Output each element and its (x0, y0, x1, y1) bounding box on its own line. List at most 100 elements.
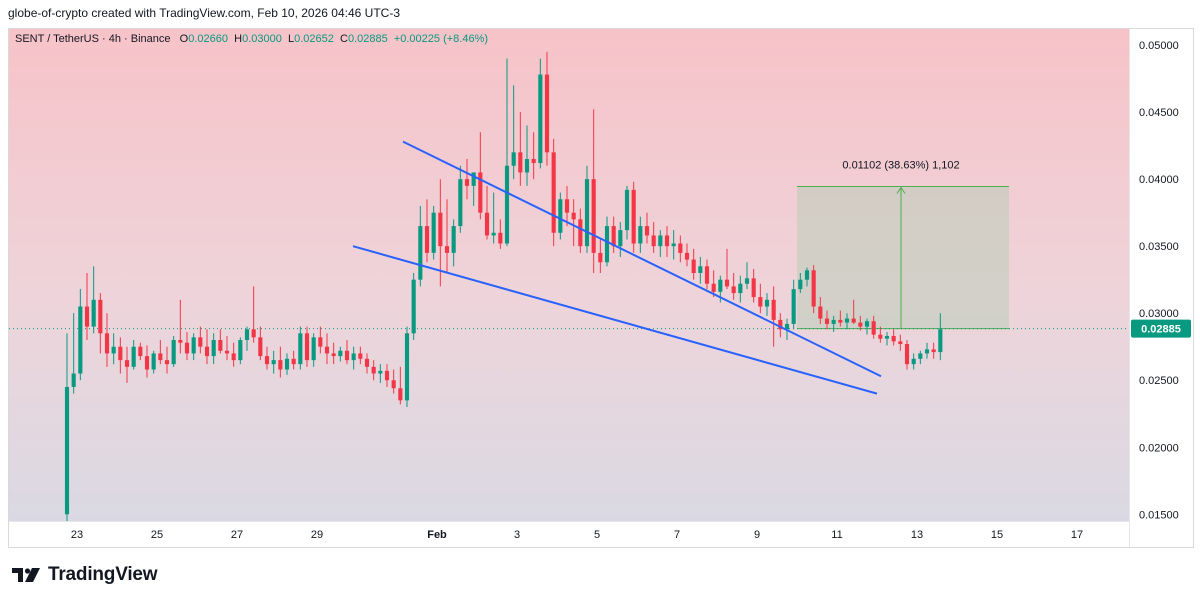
candle-body (638, 226, 643, 244)
candle-body (218, 340, 223, 351)
candle-body (538, 74, 543, 164)
candle-body (84, 306, 90, 327)
candle-body (504, 165, 510, 244)
time-tick-label: 13 (911, 529, 923, 541)
trendline-lower (352, 245, 878, 395)
candle-body (151, 353, 156, 370)
candle-body (338, 350, 343, 357)
candle-body (491, 232, 496, 236)
candle-body (411, 279, 416, 334)
candlestick-chart[interactable]: 0.01102 (38.63%) 1,102 0.05000 0.04500 0.04… (9, 29, 1193, 547)
candle-body (624, 189, 630, 231)
candle-body (224, 350, 230, 354)
candle-body (551, 152, 556, 233)
price-tick-label: 0.04000 (1139, 174, 1179, 186)
candle-body (691, 259, 696, 273)
candle-body (891, 335, 896, 342)
candle-body (724, 279, 730, 287)
price-scale[interactable] (1129, 29, 1193, 547)
candle-body (738, 283, 743, 294)
candle-body (778, 319, 783, 330)
candle-body (364, 358, 370, 367)
low-label: L (287, 33, 295, 45)
candle-body (78, 306, 83, 374)
high-label: H (234, 33, 243, 45)
candle-body (684, 252, 690, 260)
candle-body (464, 179, 470, 186)
candle-body (884, 335, 890, 339)
candle-body (191, 337, 196, 354)
candle-body (718, 279, 723, 292)
time-tick-label: 17 (1071, 529, 1083, 541)
candle-body (471, 172, 476, 186)
candle-body (924, 349, 930, 354)
candle-body (444, 246, 450, 253)
candle-body (564, 199, 570, 213)
candle-body (758, 297, 763, 307)
target-arrow-head (896, 186, 906, 194)
price-tick-label: 0.05000 (1139, 40, 1179, 52)
open-value: 0.02660 (188, 33, 228, 45)
candle-body (851, 318, 856, 323)
candle-body (458, 179, 463, 227)
low-value: 0.02652 (294, 33, 334, 45)
chart-container[interactable]: 0.01102 (38.63%) 1,102 0.05000 0.04500 0.04… (8, 28, 1194, 548)
candle-body (498, 232, 503, 244)
candle-body (258, 337, 263, 357)
candle-body (351, 353, 356, 361)
trendline-upper (402, 140, 882, 378)
open-label: O (179, 33, 189, 45)
candle-body (751, 278, 756, 298)
candle-body (478, 172, 483, 213)
close-label: C (339, 33, 348, 45)
candle-body (744, 278, 750, 284)
symbol-name[interactable]: SENT / TetherUS · 4h · Binance (15, 33, 171, 45)
candle-body (604, 226, 610, 263)
candle-body (344, 350, 350, 361)
candle-body (584, 179, 590, 247)
candle-body (304, 333, 310, 361)
candle-body (358, 353, 363, 359)
candle-body (558, 199, 563, 233)
price-tick-label: 0.02000 (1139, 442, 1179, 454)
tradingview-wordmark: TradingView (48, 564, 158, 585)
candle-body (518, 152, 523, 173)
time-tick-label: 5 (594, 529, 600, 541)
candle-body (484, 212, 490, 236)
time-tick-label: 15 (991, 529, 1003, 541)
candle-body (178, 340, 183, 343)
candle-body (264, 356, 270, 365)
symbol-legend: SENT / TetherUS · 4h · Binance O0.02660 … (15, 33, 488, 45)
candle-body (824, 318, 830, 324)
candle-body (238, 340, 243, 361)
candle-body (818, 306, 823, 319)
candle-body (451, 226, 456, 253)
candle-body (511, 152, 516, 166)
candle-body (571, 212, 576, 220)
tradingview-brand[interactable]: TradingView (12, 564, 158, 586)
candle-body (198, 337, 203, 347)
candle-body (864, 321, 870, 327)
candle-body (844, 318, 850, 323)
target-measure-label: 0.01102 (38.63%) 1,102 (842, 160, 959, 172)
candle-body (398, 388, 403, 401)
candle-body (651, 235, 656, 247)
candle-body (618, 230, 623, 247)
plot-background (9, 29, 1129, 521)
price-tick-label: 0.02500 (1139, 375, 1179, 387)
candle-body (278, 360, 283, 370)
candle-body (598, 252, 603, 263)
candle-body (324, 346, 330, 354)
time-tick-label: 7 (674, 529, 680, 541)
candle-body (331, 353, 336, 357)
current-price-tag-label: 0.02885 (1141, 324, 1181, 336)
candle-body (784, 323, 790, 330)
candle-body (71, 373, 76, 387)
candle-body (791, 289, 796, 324)
candle-body (764, 299, 770, 307)
candle-body (298, 333, 303, 365)
time-scale[interactable] (9, 521, 1129, 547)
candle-body (611, 226, 616, 247)
candle-body (798, 279, 803, 290)
time-tick-label: 29 (311, 529, 323, 541)
